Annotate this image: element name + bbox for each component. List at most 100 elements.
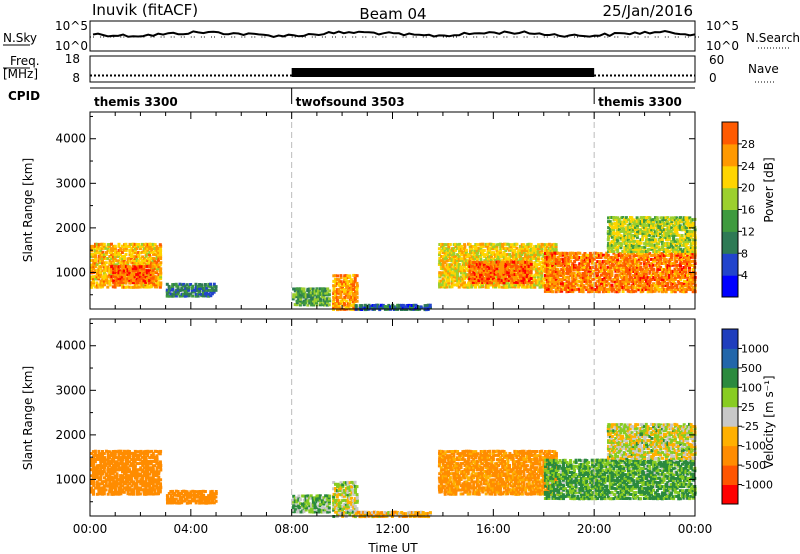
echo-cell [531, 247, 535, 251]
echo-cell [545, 257, 549, 261]
echo-cell [563, 256, 567, 259]
echo-cell [334, 279, 338, 283]
echo-cell [302, 299, 306, 303]
echo-cell [104, 273, 108, 277]
echo-cell [616, 245, 619, 249]
echo-cell [326, 293, 330, 297]
echo-cell [99, 267, 103, 271]
echo-cell [313, 297, 317, 301]
echo-cell [443, 251, 447, 255]
echo-cell [486, 248, 490, 252]
echo-cell [589, 268, 593, 271]
echo-cell [583, 278, 587, 282]
echo-cell [507, 268, 511, 272]
echo-cell [544, 252, 547, 255]
echo-cell [97, 245, 101, 249]
echo-cell [645, 279, 648, 283]
echo-cell [547, 259, 551, 263]
echo-cell [450, 253, 454, 257]
echo-cell [545, 277, 549, 281]
echo-cell [486, 254, 490, 258]
echo-cell [632, 278, 636, 281]
echo-cell [581, 272, 585, 275]
echo-cell [311, 293, 315, 297]
echo-cell [677, 228, 681, 231]
echo-cell [612, 251, 616, 255]
nave-tick-top: 60 [709, 53, 724, 67]
echo-cell [95, 281, 99, 285]
echo-cell [101, 492, 105, 496]
echo-cell [176, 290, 180, 294]
echo-cell [102, 468, 106, 472]
echo-cell [438, 285, 442, 289]
echo-cell [678, 224, 682, 228]
echo-cell [686, 232, 690, 236]
echo-cell [626, 285, 630, 289]
echo-cell [117, 449, 121, 453]
echo-cell [146, 244, 150, 248]
echo-cell [643, 225, 647, 229]
echo-cell [610, 245, 614, 249]
echo-cell [652, 219, 655, 223]
echo-cell [113, 453, 117, 457]
echo-cell [652, 243, 656, 247]
echo-cell [617, 288, 621, 291]
echo-cell [630, 287, 634, 291]
echo-cell [527, 267, 531, 270]
echo-cell [666, 265, 670, 269]
echo-cell [540, 271, 544, 275]
echo-cell [459, 244, 463, 248]
echo-cell [115, 460, 119, 464]
echo-cell [346, 292, 350, 296]
echo-cell [615, 238, 619, 242]
echo-cell [538, 269, 542, 273]
y-tick-label: 4000 [55, 132, 86, 146]
echo-cell [669, 230, 673, 233]
echo-cell [157, 283, 161, 287]
echo-cell [612, 233, 616, 237]
echo-cell [194, 294, 198, 298]
echo-cell [637, 288, 641, 292]
echo-cell [502, 276, 506, 280]
echo-cell [661, 284, 665, 288]
echo-cell [119, 283, 122, 287]
echo-cell [507, 262, 511, 266]
echo-cell [95, 273, 99, 277]
echo-cell [650, 254, 654, 257]
echo-cell [140, 242, 144, 246]
echo-cell [691, 286, 695, 290]
echo-cell [299, 299, 303, 303]
echo-cell [182, 288, 186, 292]
echo-cell [531, 253, 535, 256]
echo-cell [95, 271, 99, 275]
echo-cell [515, 242, 519, 246]
echo-cell [97, 261, 101, 265]
echo-cell [553, 261, 557, 265]
echo-cell [610, 288, 614, 291]
echo-cell [104, 265, 108, 269]
echo-cell [687, 234, 691, 238]
echo-cell [482, 260, 486, 264]
echo-cell [336, 305, 339, 309]
echo-cell [603, 259, 607, 263]
echo-cell [312, 303, 315, 307]
nsky-frame [89, 20, 696, 52]
echo-cell [659, 260, 663, 264]
echo-cell [97, 488, 101, 492]
echo-cell [468, 268, 472, 272]
echo-cell [549, 287, 553, 291]
echo-cell [662, 230, 666, 234]
echo-cell [130, 247, 134, 251]
echo-cell [97, 449, 101, 453]
echo-cell [117, 261, 121, 265]
echo-cell [635, 263, 639, 267]
echo-cell [594, 262, 598, 266]
echo-cell [203, 286, 207, 290]
echo-cell [297, 295, 301, 299]
echo-cell [536, 256, 540, 260]
echo-cell [141, 250, 144, 254]
echo-cell [456, 277, 460, 281]
echo-cell [121, 474, 124, 478]
echo-cell [426, 303, 430, 307]
echo-cell [344, 274, 348, 278]
